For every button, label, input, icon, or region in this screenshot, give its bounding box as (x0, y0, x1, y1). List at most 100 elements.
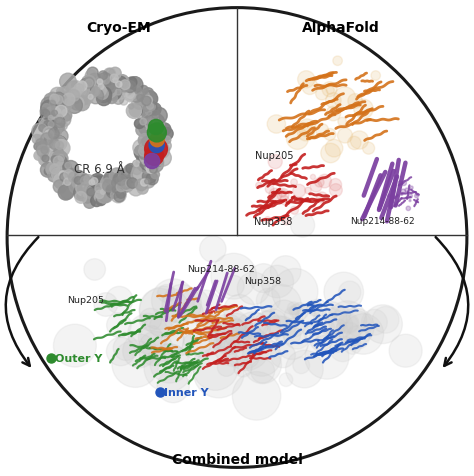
Circle shape (65, 169, 74, 178)
Circle shape (137, 154, 146, 164)
Circle shape (145, 147, 164, 166)
Circle shape (97, 79, 103, 85)
Circle shape (149, 138, 164, 153)
Circle shape (53, 157, 64, 167)
Circle shape (286, 128, 309, 150)
Circle shape (151, 108, 167, 124)
Circle shape (155, 150, 171, 167)
Circle shape (118, 172, 129, 183)
Circle shape (108, 182, 117, 191)
Circle shape (145, 179, 150, 185)
Circle shape (164, 328, 192, 357)
Circle shape (343, 314, 383, 355)
Circle shape (276, 327, 308, 360)
Text: Outer Y: Outer Y (55, 354, 102, 364)
Circle shape (126, 87, 141, 101)
Circle shape (139, 287, 190, 337)
Circle shape (135, 119, 144, 129)
Circle shape (157, 371, 189, 403)
Circle shape (139, 289, 181, 330)
Circle shape (96, 88, 112, 103)
Circle shape (84, 175, 93, 185)
Circle shape (81, 176, 86, 182)
Circle shape (142, 97, 151, 106)
Circle shape (149, 132, 155, 139)
Circle shape (63, 94, 75, 106)
Circle shape (48, 124, 61, 137)
Circle shape (269, 189, 282, 202)
Circle shape (124, 81, 136, 93)
Circle shape (147, 124, 166, 143)
Circle shape (137, 156, 153, 172)
Circle shape (41, 155, 46, 161)
Circle shape (139, 147, 148, 157)
Circle shape (144, 117, 158, 131)
Circle shape (52, 168, 66, 183)
Circle shape (150, 344, 189, 383)
Circle shape (75, 174, 90, 189)
Circle shape (58, 164, 67, 174)
Circle shape (88, 89, 103, 105)
Circle shape (408, 194, 412, 198)
Circle shape (134, 161, 139, 167)
Circle shape (261, 266, 293, 298)
Circle shape (88, 95, 93, 100)
Circle shape (389, 335, 422, 367)
Circle shape (73, 185, 90, 201)
Circle shape (295, 307, 320, 332)
Circle shape (58, 186, 73, 200)
Circle shape (263, 325, 281, 343)
Circle shape (76, 180, 92, 197)
Circle shape (57, 88, 64, 96)
Circle shape (65, 99, 73, 106)
Circle shape (53, 140, 70, 157)
Circle shape (84, 259, 106, 281)
Circle shape (141, 326, 162, 347)
Circle shape (208, 327, 227, 346)
Circle shape (131, 168, 146, 183)
Circle shape (43, 128, 55, 139)
Circle shape (143, 107, 149, 112)
Circle shape (144, 344, 192, 392)
Circle shape (138, 332, 173, 366)
Circle shape (123, 334, 156, 368)
Circle shape (127, 78, 143, 94)
Circle shape (126, 78, 137, 89)
Circle shape (144, 141, 153, 150)
Circle shape (307, 302, 322, 317)
Circle shape (338, 118, 346, 127)
Circle shape (69, 178, 85, 195)
Circle shape (348, 94, 363, 109)
Circle shape (211, 254, 256, 299)
Circle shape (95, 191, 104, 199)
Circle shape (79, 91, 93, 105)
Circle shape (109, 68, 121, 80)
Circle shape (89, 180, 95, 186)
Circle shape (291, 214, 315, 238)
Circle shape (127, 104, 142, 119)
Circle shape (326, 93, 341, 109)
Circle shape (77, 82, 87, 92)
Circle shape (216, 314, 255, 353)
Circle shape (116, 76, 129, 89)
Circle shape (39, 119, 44, 124)
Circle shape (128, 314, 168, 354)
Circle shape (236, 345, 259, 368)
Circle shape (141, 127, 153, 139)
Circle shape (113, 79, 118, 84)
Circle shape (91, 177, 105, 190)
Circle shape (138, 148, 152, 162)
Circle shape (57, 102, 64, 109)
Circle shape (237, 329, 257, 349)
Circle shape (398, 181, 402, 186)
Circle shape (325, 140, 343, 158)
Circle shape (101, 175, 118, 191)
Circle shape (284, 323, 310, 349)
Circle shape (114, 174, 121, 181)
Text: Nup205: Nup205 (67, 295, 104, 304)
Circle shape (51, 93, 67, 109)
Circle shape (106, 188, 114, 195)
Circle shape (228, 320, 246, 337)
Text: Nup358: Nup358 (254, 217, 292, 227)
Circle shape (73, 178, 78, 183)
